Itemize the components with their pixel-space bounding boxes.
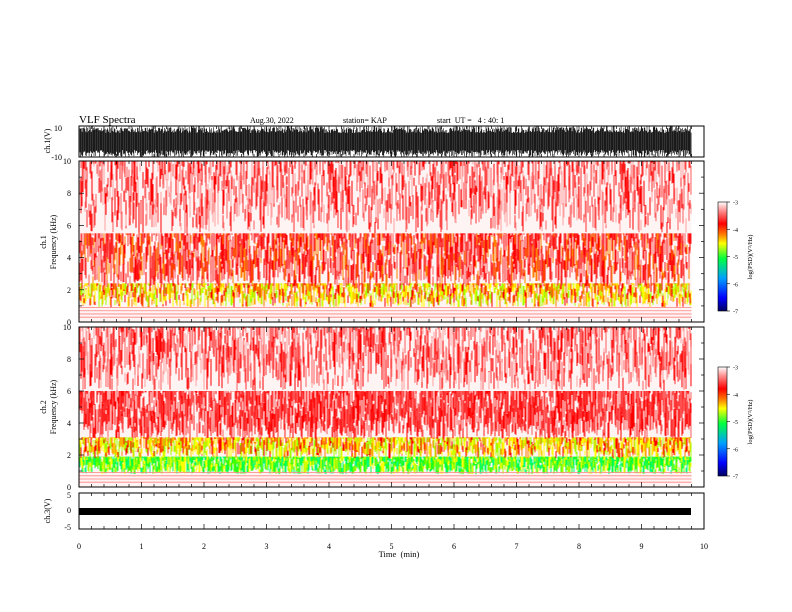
ch1-spectrogram-image (78, 161, 692, 322)
figure-title: VLF Spectra (79, 114, 136, 126)
ch1-ytick-bottom: -10 (51, 153, 62, 162)
start-time-label: start UT = 4 : 40: 1 (437, 116, 504, 125)
ch1-ytick-top: 10 (54, 124, 62, 133)
ch1-waveform-trace (79, 126, 692, 157)
ch1-ylabel: ch.1(V) (43, 128, 52, 153)
ch1-waveform-ticks (78, 126, 705, 157)
date-label: Aug.30, 2022 (250, 116, 294, 125)
ch1-waveform-panel: 10 -10 ch.1(V) (43, 124, 705, 162)
ch1-waveform-line (79, 126, 692, 157)
station-label: station= KAP (343, 116, 387, 125)
